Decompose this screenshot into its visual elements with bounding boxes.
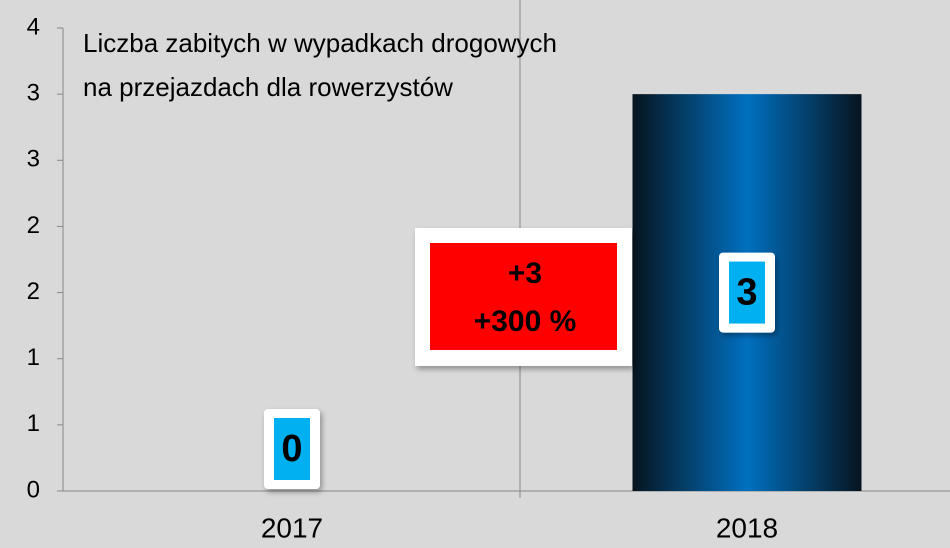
y-tick-label: 3 — [27, 146, 40, 173]
y-tick-label: 0 — [27, 476, 40, 503]
annotation-text: +300 % — [474, 305, 577, 338]
y-tick-label: 2 — [27, 278, 40, 305]
data-label-box — [274, 418, 310, 480]
y-tick-label: 2 — [27, 212, 40, 239]
y-tick-label: 1 — [27, 344, 40, 371]
x-tick-label: 2018 — [716, 512, 778, 543]
y-tick-label: 3 — [27, 79, 40, 106]
data-label-box — [729, 261, 765, 324]
annotation-box — [430, 243, 617, 350]
y-tick-label: 4 — [27, 13, 40, 40]
x-tick-label: 2017 — [261, 512, 323, 543]
data-label: 0 — [281, 428, 302, 470]
annotation-text: +3 — [508, 257, 542, 290]
y-tick-label: 1 — [27, 410, 40, 437]
chart-title: Liczba zabitych w wypadkach drogowych — [83, 28, 557, 58]
chart-title: na przejazdach dla rowerzystów — [83, 72, 453, 102]
data-label: 3 — [736, 272, 757, 314]
